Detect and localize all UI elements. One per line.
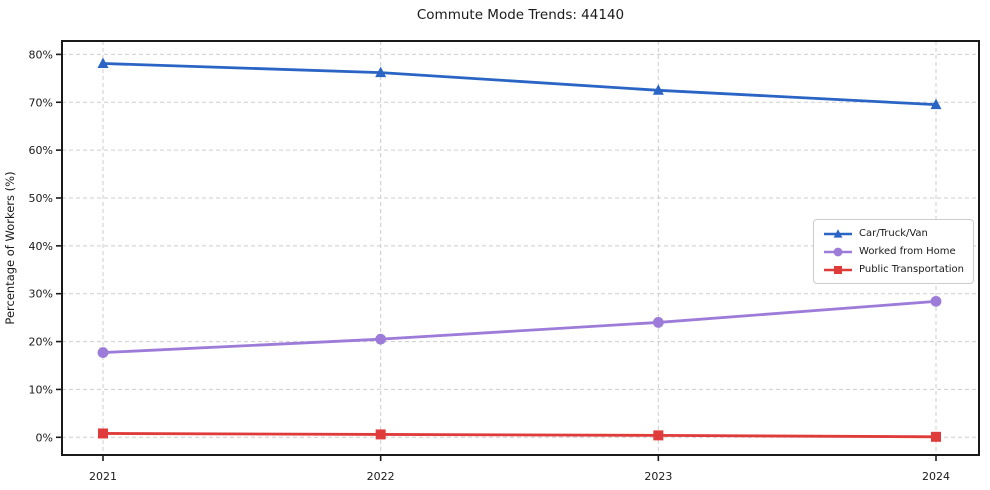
- legend-item-worked-from-home: Worked from Home: [823, 244, 964, 259]
- y-tick-label: 50%: [29, 192, 53, 205]
- data-point: [375, 66, 387, 78]
- x-tick-label: 2022: [367, 470, 395, 483]
- legend-item-car-truck-van: Car/Truck/Van: [823, 226, 964, 241]
- y-axis-label: Percentage of Workers (%): [3, 171, 17, 324]
- plot-frame: [61, 40, 980, 456]
- data-point: [98, 428, 108, 439]
- legend-item-public-transportation: Public Transportation: [823, 262, 964, 277]
- data-point: [930, 295, 942, 307]
- triangle-marker-icon: [824, 228, 853, 238]
- data-point: [375, 429, 386, 440]
- data-point: [833, 247, 843, 256]
- legend-label: Public Transportation: [859, 264, 964, 275]
- data-point: [652, 317, 664, 328]
- series-line-public-transportation: [101, 432, 938, 439]
- y-tick-label: 80%: [29, 48, 53, 61]
- x-tick-label: 2021: [89, 470, 117, 483]
- data-point: [652, 84, 664, 95]
- series-line-worked-from-home: [101, 299, 938, 354]
- legend-label: Car/Truck/Van: [859, 228, 928, 239]
- y-tick-label: 60%: [29, 144, 53, 157]
- data-point: [931, 431, 941, 442]
- x-tick-label: 2024: [922, 470, 950, 483]
- y-tick-label: 70%: [29, 96, 53, 109]
- square-marker-icon: [824, 265, 853, 274]
- data-point: [375, 333, 387, 345]
- y-tick-label: 30%: [29, 288, 53, 301]
- chart-title: Commute Mode Trends: 44140: [416, 7, 625, 23]
- x-tick-label: 2023: [644, 470, 672, 483]
- data-point: [930, 98, 942, 110]
- y-tick-label: 20%: [29, 336, 53, 349]
- data-point: [834, 265, 843, 274]
- y-tick-label: 40%: [29, 240, 53, 253]
- y-tick-label: 0%: [36, 431, 53, 444]
- y-tick-label: 10%: [29, 383, 53, 396]
- legend-label: Worked from Home: [859, 246, 956, 257]
- series-line-car-truck-van: [101, 62, 938, 107]
- circle-marker-icon: [824, 247, 853, 256]
- data-point: [833, 228, 843, 238]
- data-point: [97, 57, 109, 68]
- data-point: [653, 430, 664, 441]
- data-point: [97, 347, 109, 358]
- legend: Car/Truck/Van Worked from Home Public Tran…: [813, 219, 974, 284]
